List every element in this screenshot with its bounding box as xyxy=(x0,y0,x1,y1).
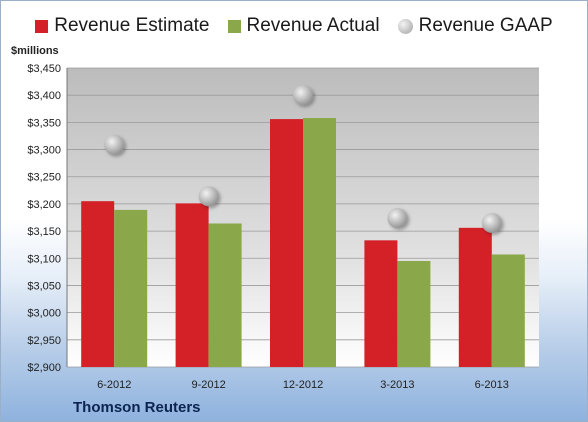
y-tick-label: $3,000 xyxy=(27,308,61,320)
source-label: Thomson Reuters xyxy=(73,399,201,416)
legend-label-estimate: Revenue Estimate xyxy=(54,15,210,36)
bar-revenue-estimate xyxy=(458,227,492,367)
bar-revenue-estimate xyxy=(270,119,303,367)
bar-revenue-actual xyxy=(208,223,242,367)
marker-revenue-gaap xyxy=(293,85,313,106)
legend-swatch-actual xyxy=(227,19,241,33)
bar-revenue-actual xyxy=(303,118,336,367)
x-tick-label: 9-2012 xyxy=(191,379,225,391)
legend-label-gaap: Revenue GAAP xyxy=(418,15,553,36)
y-tick-label: $2,900 xyxy=(27,362,61,374)
y-tick-label: $3,100 xyxy=(27,253,61,265)
marker-revenue-gaap xyxy=(481,212,502,233)
x-tick-label: 12-2012 xyxy=(283,379,323,391)
marker-revenue-gaap xyxy=(104,134,125,155)
legend-marker-gaap xyxy=(397,18,413,34)
y-tick-label: $2,950 xyxy=(27,335,61,347)
y-tick-label: $3,350 xyxy=(27,117,61,129)
legend: Revenue Estimate Revenue Actual Revenue … xyxy=(1,15,587,37)
legend-swatch-estimate xyxy=(35,19,49,33)
legend-item-actual: Revenue Actual xyxy=(227,15,380,37)
bar-revenue-actual xyxy=(491,254,525,367)
x-tick-label: 3-2013 xyxy=(380,379,414,391)
y-tick-label: $3,450 xyxy=(27,63,61,75)
y-tick-label: $3,150 xyxy=(27,226,61,238)
marker-revenue-gaap xyxy=(387,208,408,229)
y-tick-label: $3,050 xyxy=(27,280,61,292)
marker-revenue-gaap xyxy=(198,186,219,207)
bar-revenue-actual xyxy=(114,209,148,367)
bar-revenue-actual xyxy=(397,260,431,367)
x-tick-label: 6-2012 xyxy=(97,379,131,391)
y-tick-label: $3,200 xyxy=(27,199,61,211)
bar-revenue-estimate xyxy=(175,203,209,367)
y-axis-unit-label: $millions xyxy=(11,45,59,57)
y-tick-label: $3,300 xyxy=(27,145,61,157)
y-tick-label: $3,400 xyxy=(27,90,61,102)
legend-item-gaap: Revenue GAAP xyxy=(397,15,553,37)
legend-item-estimate: Revenue Estimate xyxy=(35,15,210,37)
bar-revenue-estimate xyxy=(364,240,398,367)
y-tick-label: $3,250 xyxy=(27,172,61,184)
legend-label-actual: Revenue Actual xyxy=(246,15,380,36)
bar-revenue-estimate xyxy=(81,201,115,367)
x-tick-label: 6-2013 xyxy=(475,379,509,391)
